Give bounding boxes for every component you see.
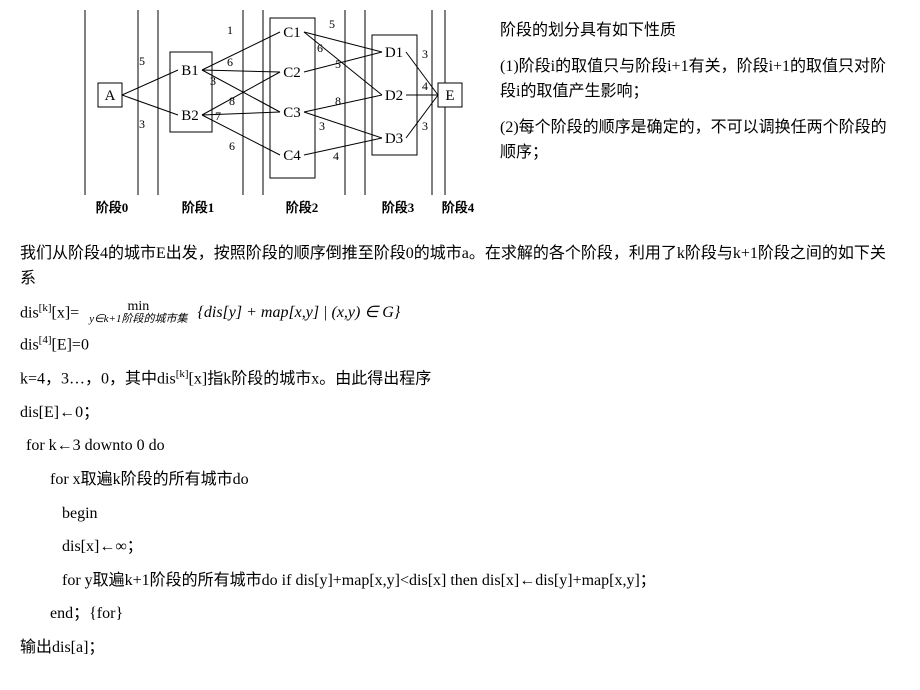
formula-min: min y∈k+1阶段的城市集 [89, 300, 187, 326]
svg-text:D3: D3 [385, 131, 403, 147]
properties-block: 阶段的划分具有如下性质 (1)阶段i的取值只与阶段i+1有关，阶段i+1的取值只… [500, 10, 900, 229]
svg-text:6: 6 [229, 139, 235, 153]
svg-text:阶段4: 阶段4 [442, 200, 475, 215]
code-line-2: for k←3 downto 0 do [20, 433, 900, 459]
svg-text:C2: C2 [283, 65, 301, 81]
diagram-svg: 53163876565834343AB1B2C1C2C3C4D1D2D3E阶段0… [80, 10, 480, 220]
svg-text:A: A [105, 88, 116, 104]
svg-text:阶段0: 阶段0 [96, 200, 129, 215]
svg-text:E: E [445, 88, 454, 104]
base-case: dis[4][E]=0 [20, 332, 900, 358]
code-line-5: dis[x]←∞； [20, 534, 900, 560]
code-line-3: for x取遍k阶段的所有城市do [20, 467, 900, 493]
svg-text:3: 3 [210, 74, 216, 88]
svg-text:3: 3 [422, 47, 428, 61]
svg-text:5: 5 [139, 54, 145, 68]
svg-text:B2: B2 [181, 108, 199, 124]
svg-text:5: 5 [329, 17, 335, 31]
svg-text:7: 7 [215, 109, 221, 123]
svg-text:6: 6 [227, 55, 233, 69]
svg-text:4: 4 [333, 149, 339, 163]
prop-2: (2)每个阶段的顺序是确定的，不可以调换任两个阶段的顺序； [500, 115, 900, 166]
svg-text:3: 3 [139, 117, 145, 131]
code-line-8: 输出dis[a]； [20, 635, 900, 661]
formula-lhs: dis[k][x]= [20, 300, 79, 326]
svg-text:B1: B1 [181, 63, 199, 79]
svg-text:C1: C1 [283, 25, 301, 41]
code-line-1: dis[E]←0； [20, 400, 900, 426]
top-section: 53163876565834343AB1B2C1C2C3C4D1D2D3E阶段0… [20, 10, 900, 229]
svg-text:8: 8 [229, 94, 235, 108]
svg-text:6: 6 [317, 41, 323, 55]
stage-diagram: 53163876565834343AB1B2C1C2C3C4D1D2D3E阶段0… [80, 10, 480, 229]
svg-text:D1: D1 [385, 45, 403, 61]
svg-text:D2: D2 [385, 88, 403, 104]
svg-text:1: 1 [227, 23, 233, 37]
svg-text:4: 4 [422, 79, 428, 93]
prop-1: (1)阶段i的取值只与阶段i+1有关，阶段i+1的取值只对阶段i的取值产生影响； [500, 54, 900, 105]
svg-text:C3: C3 [283, 105, 301, 121]
svg-text:阶段2: 阶段2 [286, 200, 319, 215]
explain-1: 我们从阶段4的城市E出发，按照阶段的顺序倒推至阶段0的城市a。在求解的各个阶段，… [20, 241, 900, 292]
prop-heading: 阶段的划分具有如下性质 [500, 18, 900, 44]
body-text: 我们从阶段4的城市E出发，按照阶段的顺序倒推至阶段0的城市a。在求解的各个阶段，… [20, 241, 900, 661]
code-line-7: end；{for} [20, 601, 900, 627]
svg-text:C4: C4 [283, 148, 301, 164]
svg-text:5: 5 [335, 57, 341, 71]
code-line-4: begin [20, 501, 900, 527]
svg-text:阶段1: 阶段1 [182, 200, 215, 215]
formula-set: {dis[y] + map[x,y] | (x,y) ∈ G} [197, 300, 400, 326]
k-range: k=4，3…，0，其中dis[k][x]指k阶段的城市x。由此得出程序 [20, 366, 900, 392]
recurrence-formula: dis[k][x]= min y∈k+1阶段的城市集 {dis[y] + map… [20, 300, 900, 326]
svg-text:3: 3 [319, 119, 325, 133]
svg-text:阶段3: 阶段3 [382, 200, 415, 215]
svg-text:3: 3 [422, 119, 428, 133]
svg-text:8: 8 [335, 94, 341, 108]
code-line-6: for y取遍k+1阶段的所有城市do if dis[y]+map[x,y]<d… [20, 568, 900, 594]
